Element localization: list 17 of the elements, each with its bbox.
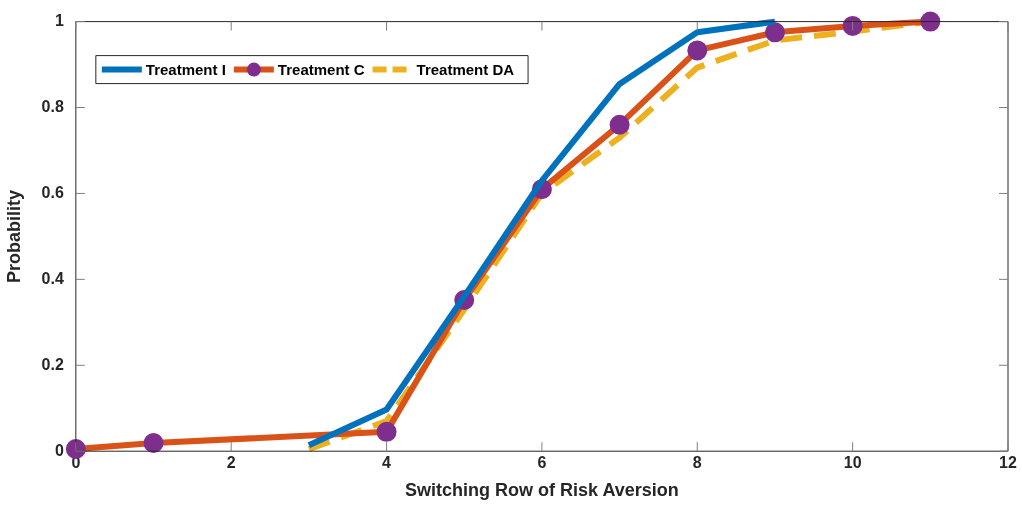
x-tick-label: 10 — [843, 454, 862, 472]
y-tick-label: 0.8 — [41, 97, 64, 115]
legend-label: Treatment C — [277, 60, 365, 78]
legend-label: Treatment DA — [416, 60, 515, 78]
x-tick-label: 12 — [999, 454, 1017, 472]
y-axis-title: Probability — [3, 189, 24, 283]
x-axis-title: Switching Row of Risk Aversion — [405, 480, 679, 501]
x-tick-label: 4 — [382, 454, 392, 472]
y-tick-label: 0.4 — [41, 269, 64, 287]
y-tick-label: 1 — [54, 12, 64, 30]
x-tick-label: 6 — [537, 454, 547, 472]
y-tick-label: 0.6 — [41, 183, 64, 201]
y-tick-label: 0.2 — [41, 355, 64, 373]
y-tick-label: 0 — [54, 441, 64, 459]
x-tick-label: 8 — [692, 454, 702, 472]
x-tick-label: 2 — [226, 454, 236, 472]
legend-label: Treatment I — [145, 60, 226, 78]
